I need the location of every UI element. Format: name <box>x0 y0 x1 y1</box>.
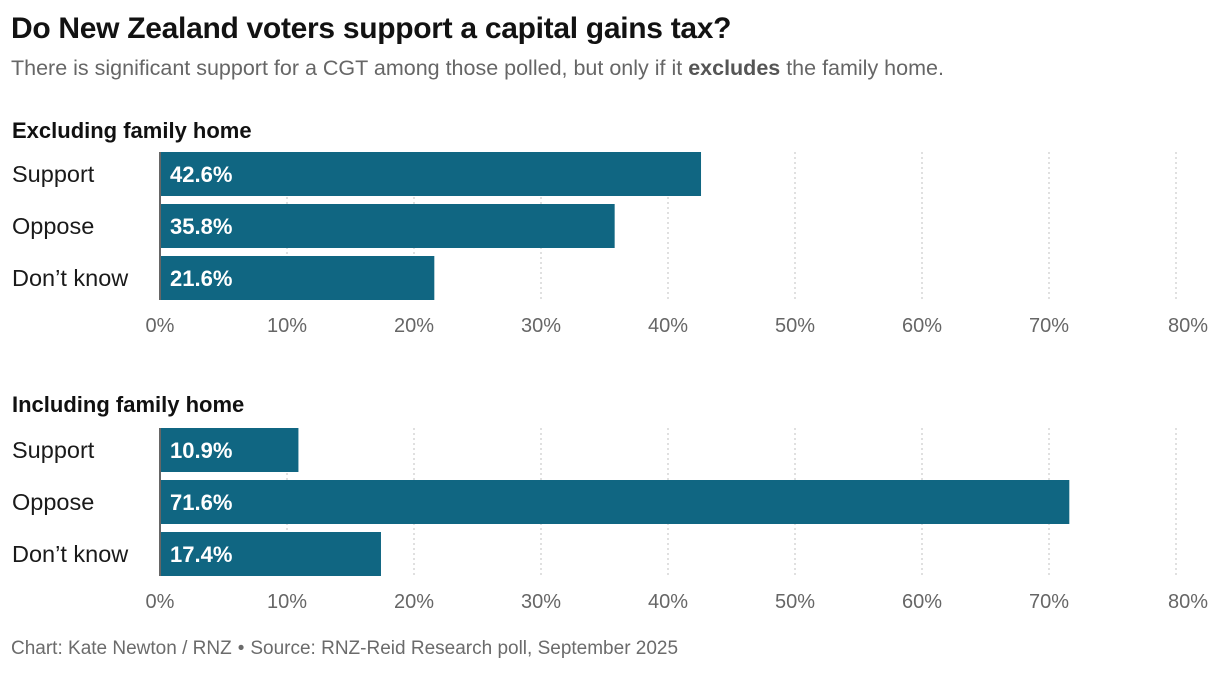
data-label: 35.8% <box>170 214 232 239</box>
bar <box>161 532 381 576</box>
tick-label: 70% <box>1029 591 1069 613</box>
category-label: Don’t know <box>12 265 129 291</box>
tick-label: 30% <box>521 315 561 337</box>
subtitle-text-start: There is significant support for a CGT a… <box>11 56 689 80</box>
tick-label: 30% <box>521 591 561 613</box>
chart-credit: Chart: Kate Newton / RNZ <box>11 638 232 659</box>
footer-separator: • <box>237 638 245 659</box>
tick-label: 80% <box>1168 591 1208 613</box>
panel-title: Including family home <box>12 392 244 417</box>
tick-label: 0% <box>146 591 175 613</box>
data-label: 71.6% <box>170 490 232 515</box>
category-label: Oppose <box>12 489 94 515</box>
tick-label: 0% <box>146 315 175 337</box>
tick-label: 60% <box>902 591 942 613</box>
chart-title: Do New Zealand voters support a capital … <box>11 12 732 45</box>
bar <box>161 256 435 300</box>
chart-footer: Chart: Kate Newton / RNZ • Source: RNZ-Rei… <box>11 638 678 660</box>
bar <box>161 480 1070 524</box>
chart-subtitle: There is significant support for a CGT a… <box>11 56 944 81</box>
bar <box>161 204 615 248</box>
subtitle-text-end: the family home. <box>780 56 944 80</box>
tick-label: 50% <box>775 315 815 337</box>
tick-label: 60% <box>902 315 942 337</box>
category-label: Support <box>12 437 95 463</box>
panel-title: Excluding family home <box>12 118 252 143</box>
data-label: 17.4% <box>170 542 232 567</box>
category-label: Support <box>12 161 95 187</box>
tick-label: 20% <box>394 591 434 613</box>
chart-source: Source: RNZ-Reid Research poll, Septembe… <box>250 638 679 659</box>
tick-label: 10% <box>267 591 307 613</box>
data-label: 42.6% <box>170 162 232 187</box>
tick-label: 20% <box>394 315 434 337</box>
tick-label: 70% <box>1029 315 1069 337</box>
data-label: 10.9% <box>170 438 232 463</box>
tick-label: 50% <box>775 591 815 613</box>
tick-label: 40% <box>648 315 688 337</box>
bar <box>161 428 299 472</box>
tick-label: 10% <box>267 315 307 337</box>
tick-label: 40% <box>648 591 688 613</box>
bar <box>161 152 702 196</box>
category-label: Don’t know <box>12 541 129 567</box>
data-label: 21.6% <box>170 266 232 291</box>
subtitle-emphasis: excludes <box>688 56 781 80</box>
category-label: Oppose <box>12 213 94 239</box>
tick-label: 80% <box>1168 315 1208 337</box>
